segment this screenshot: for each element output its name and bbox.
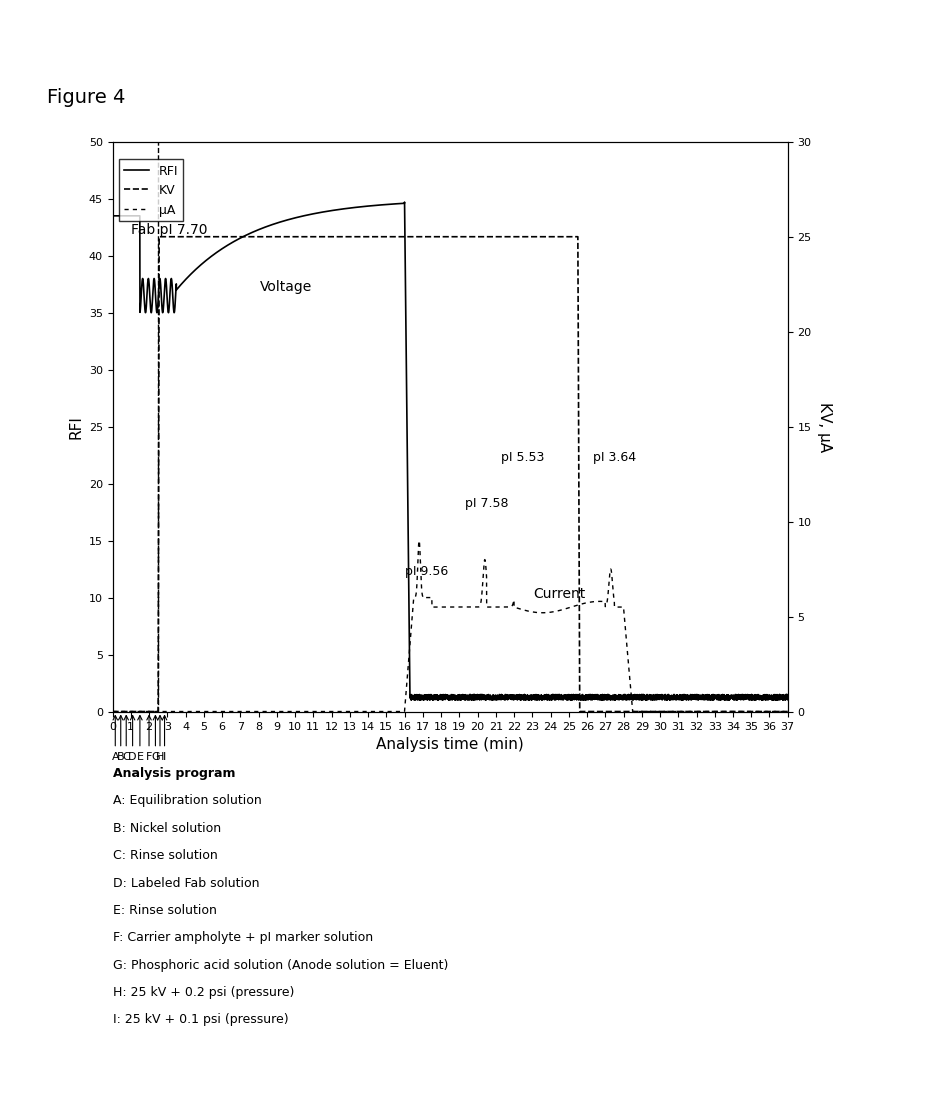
Text: H: H: [156, 716, 164, 762]
Text: Voltage: Voltage: [260, 279, 312, 293]
Text: A: A: [112, 716, 119, 762]
Legend: RFI, KV, μA: RFI, KV, μA: [119, 160, 183, 221]
Text: F: Carrier ampholyte + pI marker solution: F: Carrier ampholyte + pI marker solutio…: [112, 931, 372, 944]
Text: Analysis program: Analysis program: [112, 766, 235, 780]
Text: I: 25 kV + 0.1 psi (pressure): I: 25 kV + 0.1 psi (pressure): [112, 1013, 288, 1026]
Text: B: Nickel solution: B: Nickel solution: [112, 821, 220, 834]
Text: D: D: [128, 716, 137, 762]
Text: pI 7.58: pI 7.58: [465, 497, 508, 510]
Text: Figure 4: Figure 4: [47, 88, 126, 106]
Text: A: Equilibration solution: A: Equilibration solution: [112, 794, 261, 807]
Text: D: Labeled Fab solution: D: Labeled Fab solution: [112, 876, 259, 889]
Text: pI 5.53: pI 5.53: [501, 451, 544, 464]
Text: E: E: [136, 716, 143, 762]
Text: G: Phosphoric acid solution (Anode solution = Eluent): G: Phosphoric acid solution (Anode solut…: [112, 958, 448, 971]
Text: H: 25 kV + 0.2 psi (pressure): H: 25 kV + 0.2 psi (pressure): [112, 986, 293, 999]
Text: F: F: [146, 716, 152, 762]
Text: pI 3.64: pI 3.64: [592, 451, 635, 464]
Text: E: Rinse solution: E: Rinse solution: [112, 903, 216, 917]
Text: G: G: [151, 716, 159, 762]
Y-axis label: KV, μA: KV, μA: [817, 402, 832, 452]
Text: C: C: [122, 716, 130, 762]
Text: Fab pI 7.70: Fab pI 7.70: [130, 222, 207, 237]
Y-axis label: RFI: RFI: [68, 415, 83, 439]
Text: I: I: [162, 716, 167, 762]
Text: Current: Current: [533, 587, 586, 601]
Text: C: Rinse solution: C: Rinse solution: [112, 849, 217, 862]
Text: B: B: [117, 716, 125, 762]
X-axis label: Analysis time (min): Analysis time (min): [376, 737, 524, 752]
Text: pI 9.56: pI 9.56: [405, 565, 448, 578]
